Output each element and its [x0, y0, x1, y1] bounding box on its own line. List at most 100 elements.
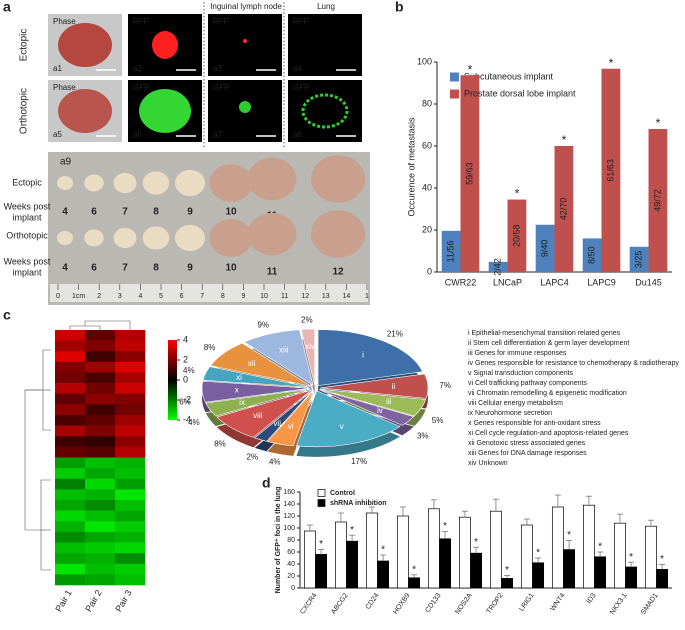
week-number: 7 [122, 207, 128, 218]
heatmap-cell [85, 393, 116, 405]
legend-label: xii Genotoxic stress associated genes [468, 440, 586, 447]
heatmap-cell [55, 330, 86, 341]
heatmap-cell [55, 468, 86, 480]
heatmap-cell [85, 415, 116, 426]
tile-id: a9 [60, 157, 72, 168]
percent-label: 7% [439, 381, 451, 390]
channel-label: RFP [213, 17, 229, 26]
heatmap-cell [85, 489, 116, 501]
x-tick-label: HOXB9 [392, 592, 411, 616]
pie-slice [300, 328, 315, 386]
significance: * [350, 525, 354, 536]
ruler [50, 284, 368, 302]
heatmap-cell [115, 383, 146, 395]
pie-slice [319, 389, 415, 426]
heatmap-cell [55, 372, 86, 384]
heatmap-cell [115, 542, 146, 554]
bar [582, 504, 595, 589]
heatmap-cell [55, 531, 86, 543]
slice-label: xiii [279, 345, 289, 354]
fluorescence [152, 31, 178, 59]
x-tick-label: LNCaP [493, 277, 522, 287]
heatmap-cell [55, 404, 86, 416]
y-tick-label: 0 [427, 266, 432, 276]
slice-label: ii [392, 382, 396, 391]
pie-slice [205, 388, 311, 417]
heatmap-cell [115, 351, 146, 363]
bar [460, 75, 480, 272]
heatmap-cell [115, 393, 146, 405]
channel-label: Phase [53, 83, 76, 92]
heatmap-cell [55, 383, 86, 395]
channel-label: RFP [293, 17, 309, 26]
week-number: 4 [62, 207, 68, 218]
week-number: 8 [153, 207, 159, 218]
bar [396, 515, 409, 589]
x-tick-label: ABCG2 [330, 592, 349, 616]
pie-slice [317, 329, 424, 386]
tumor [58, 89, 112, 133]
heatmap-cell [85, 468, 116, 480]
pie-slice [296, 390, 401, 448]
heatmap-cell [115, 489, 146, 501]
colorbar-label: 4 [183, 334, 188, 344]
row-label: Orthotopic [6, 230, 48, 240]
panel-label: b [395, 0, 404, 15]
tile-id: a3 [213, 64, 222, 73]
tile-id: a6 [133, 130, 142, 139]
x-tick-label: CD133 [424, 592, 442, 614]
colorbar-label: -4 [183, 414, 191, 424]
tumor [84, 229, 104, 247]
x-tick-label: SMAD1 [640, 592, 660, 616]
fluorescence [139, 89, 191, 133]
x-tick-label: TROP2 [486, 592, 505, 615]
y-tick-label: 120 [283, 513, 295, 520]
channel-label: RFP [133, 17, 149, 26]
ruler-label: 10 [260, 293, 268, 300]
x-tick-label: CXCR4 [299, 592, 318, 616]
heatmap-cell [85, 457, 116, 469]
legend-label: viii Cellular energy metabolism [468, 400, 563, 407]
heatmap-cell [115, 415, 146, 426]
slice-label: iii [386, 397, 392, 406]
y-tick-label: 100 [283, 525, 295, 532]
percent-label: 5% [432, 416, 444, 425]
significance: * [468, 62, 473, 76]
bar [554, 146, 574, 272]
ruler-label: 11 [281, 293, 288, 300]
bar [470, 552, 483, 589]
column-header: Inguinal lymph node [210, 2, 282, 11]
week-number: 12 [332, 267, 344, 278]
value-label: 9/40 [539, 240, 549, 258]
ruler-label: 4 [138, 293, 142, 300]
heatmap-cell [115, 553, 146, 565]
ruler-label: 2 [97, 293, 101, 300]
tumor [113, 172, 137, 194]
percent-label: 2% [246, 453, 258, 462]
heatmap-cell [85, 553, 116, 565]
x-tick-label: CD24 [365, 592, 381, 611]
week-number: 9 [187, 263, 193, 274]
heatmap-cell [55, 489, 86, 501]
tumor [142, 171, 170, 195]
heatmap-cell [85, 383, 116, 395]
significance: * [515, 187, 520, 201]
percent-label: 21% [387, 329, 403, 338]
column-header: Lung [317, 2, 335, 11]
bar [625, 566, 638, 589]
tumor [209, 164, 253, 202]
percent-label: 4% [269, 458, 281, 467]
pie-slice [254, 390, 313, 442]
ruler-label: 9 [241, 293, 245, 300]
heatmap-cell [85, 563, 116, 575]
y-axis-label: Occurence of metastasis [406, 117, 416, 217]
ruler-label: 13 [322, 293, 330, 300]
x-tick-label: NKX3.1 [609, 592, 629, 616]
bar [489, 510, 502, 589]
tile-id: a4 [293, 64, 302, 73]
bar [377, 560, 390, 589]
ruler-label: 14 [343, 293, 351, 300]
heatmap-cell [55, 563, 86, 575]
x-tick-label: Du145 [635, 277, 662, 287]
